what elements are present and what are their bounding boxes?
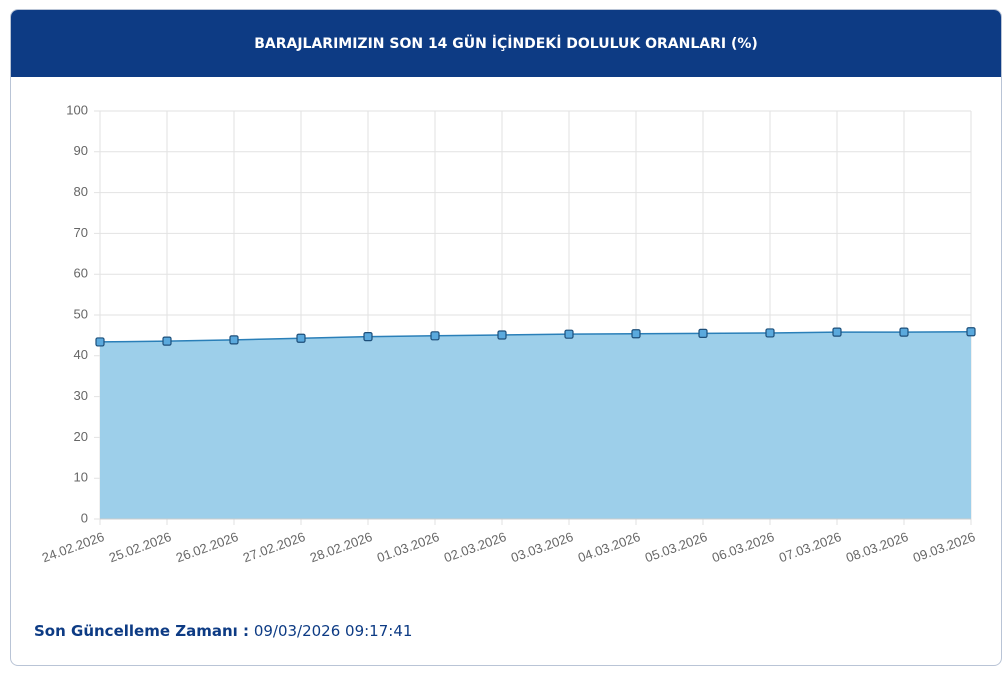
update-value: 09/03/2026 09:17:41	[253, 622, 413, 640]
y-tick-label: 60	[74, 266, 88, 281]
point	[966, 327, 976, 337]
x-tick-label: 06.03.2026	[710, 529, 776, 565]
card: BARAJLARIMIZIN SON 14 GÜN İÇİNDEKİ DOLUL…	[10, 9, 1002, 666]
x-tick-label: 05.03.2026	[643, 529, 709, 565]
x-tick-label: 25.02.2026	[107, 529, 173, 565]
x-tick-label: 28.02.2026	[308, 529, 374, 565]
y-tick-label: 80	[74, 184, 88, 199]
x-tick-label: 08.03.2026	[844, 529, 910, 565]
y-tick-label: 10	[74, 470, 88, 485]
x-tick-label: 04.03.2026	[576, 529, 642, 565]
point	[95, 337, 105, 347]
point	[229, 335, 239, 345]
y-tick-label: 70	[74, 225, 88, 240]
point	[631, 329, 641, 339]
chart-title: BARAJLARIMIZIN SON 14 GÜN İÇİNDEKİ DOLUL…	[254, 35, 758, 52]
x-tick-label: 24.02.2026	[40, 529, 106, 565]
y-tick-label: 30	[74, 388, 88, 403]
point	[564, 329, 574, 339]
x-tick-label: 02.03.2026	[442, 529, 508, 565]
y-tick-label: 0	[81, 510, 88, 525]
y-tick-label: 50	[74, 306, 88, 321]
y-tick-label: 100	[66, 102, 88, 117]
point	[899, 327, 909, 337]
x-tick-label: 26.02.2026	[174, 529, 240, 565]
y-tick-label: 20	[74, 429, 88, 444]
y-tick-label: 90	[74, 143, 88, 158]
y-tick-label: 40	[74, 347, 88, 362]
line	[99, 330, 972, 343]
header: BARAJLARIMIZIN SON 14 GÜN İÇİNDEKİ DOLUL…	[11, 10, 1001, 77]
update-label: Son Güncelleme Zamanı :	[34, 622, 250, 640]
x-tick-label: 01.03.2026	[375, 529, 441, 565]
footer: Son Güncelleme Zamanı : 09/03/2026 09:17…	[34, 622, 412, 640]
x-tick-label: 03.03.2026	[509, 529, 575, 565]
point	[765, 328, 775, 338]
x-tick-label: 09.03.2026	[911, 529, 977, 565]
point	[162, 336, 172, 346]
point	[698, 328, 708, 338]
point	[296, 333, 306, 343]
point	[497, 330, 507, 340]
x-tick-label: 07.03.2026	[777, 529, 843, 565]
area	[100, 331, 971, 519]
point	[832, 327, 842, 337]
point	[430, 331, 440, 341]
x-tick-label: 27.02.2026	[241, 529, 307, 565]
point	[363, 332, 373, 342]
